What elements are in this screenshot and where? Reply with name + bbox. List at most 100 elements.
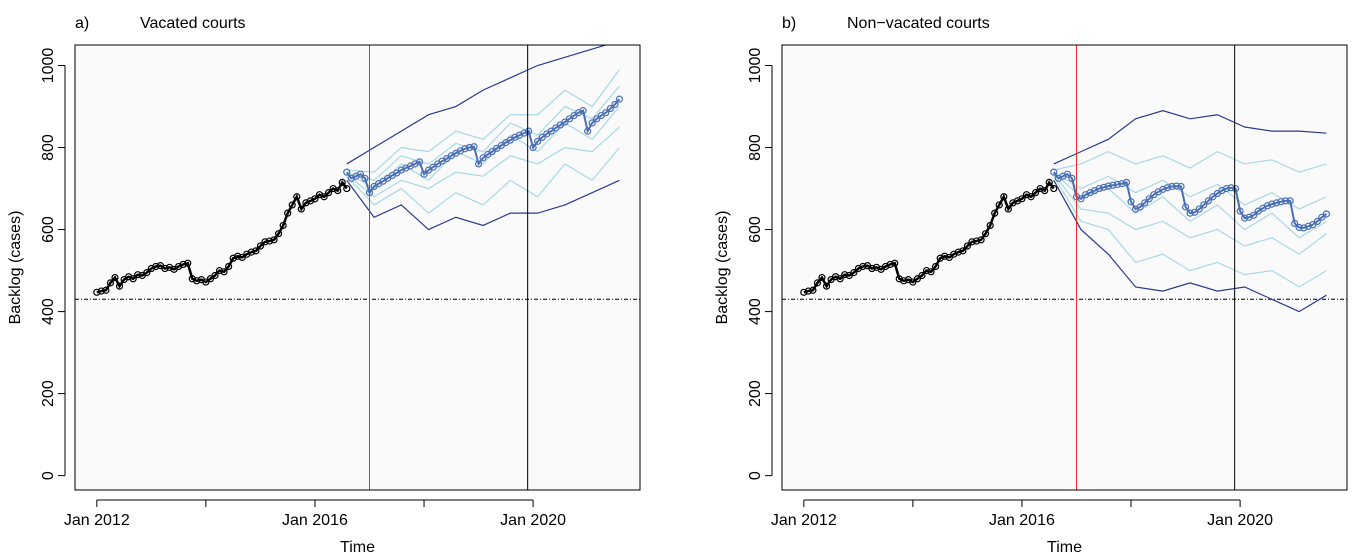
panel-label: a) xyxy=(75,15,89,32)
data-point xyxy=(809,286,817,294)
data-point xyxy=(1095,184,1103,193)
data-point xyxy=(252,247,260,255)
data-point xyxy=(859,262,867,271)
x-axis-label: Time xyxy=(340,539,375,555)
data-point xyxy=(256,242,265,250)
data-point xyxy=(465,143,474,152)
data-point xyxy=(1181,203,1190,211)
series-line xyxy=(346,147,620,214)
panel-label: b) xyxy=(782,15,796,32)
data-point xyxy=(900,277,908,285)
data-point xyxy=(211,271,219,280)
series-line xyxy=(1053,175,1327,288)
data-point xyxy=(311,195,319,203)
data-point xyxy=(420,170,428,178)
data-point xyxy=(813,279,822,287)
series-line xyxy=(1052,171,1328,229)
data-point xyxy=(324,189,333,197)
series-line xyxy=(1053,109,1327,165)
data-point xyxy=(922,266,931,275)
data-point xyxy=(1177,182,1185,191)
data-point xyxy=(1018,195,1026,203)
plot-layer xyxy=(75,45,640,300)
data-point xyxy=(868,264,876,273)
data-point xyxy=(1263,202,1271,210)
data-point xyxy=(429,163,437,171)
data-point xyxy=(547,127,555,135)
data-point xyxy=(850,269,858,277)
data-point xyxy=(981,230,990,238)
data-point xyxy=(343,184,351,193)
data-point xyxy=(927,268,935,276)
data-point xyxy=(361,174,369,182)
data-point xyxy=(565,115,574,123)
data-point xyxy=(215,266,224,275)
data-point xyxy=(293,193,301,201)
data-point xyxy=(615,95,624,103)
y-tick-label: 0 xyxy=(747,471,764,480)
y-tick-label: 400 xyxy=(40,298,57,325)
data-point xyxy=(606,104,614,113)
series-line xyxy=(96,180,348,294)
data-point xyxy=(1236,207,1244,215)
y-tick-label: 200 xyxy=(40,380,57,407)
series-line xyxy=(803,180,1055,294)
data-point xyxy=(891,259,899,267)
plot-layer xyxy=(782,109,1347,313)
series-line xyxy=(346,69,620,173)
data-point xyxy=(1250,211,1258,219)
data-point xyxy=(234,252,242,260)
data-point xyxy=(479,154,487,162)
y-tick-label: 0 xyxy=(40,471,57,480)
data-point xyxy=(972,237,981,245)
series-line xyxy=(346,179,620,231)
x-tick-label: Jan 2020 xyxy=(500,512,566,529)
data-point xyxy=(1163,184,1172,192)
data-point xyxy=(822,282,831,290)
data-point xyxy=(588,119,596,127)
x-tick-label: Jan 2012 xyxy=(771,512,837,529)
data-point xyxy=(804,287,812,295)
data-point xyxy=(152,262,160,271)
data-point xyxy=(593,115,601,123)
data-point xyxy=(1322,210,1331,218)
data-point xyxy=(1050,184,1058,193)
data-point xyxy=(288,201,296,209)
y-axis-label: Backlog (cases) xyxy=(714,211,731,325)
data-point xyxy=(1041,186,1049,195)
chart-title: Vacated courts xyxy=(140,15,246,32)
data-point xyxy=(102,286,110,294)
series-line xyxy=(346,45,608,165)
data-point xyxy=(954,248,962,256)
data-point xyxy=(334,186,342,195)
data-point xyxy=(1227,184,1235,192)
data-point xyxy=(1191,208,1199,216)
data-point xyxy=(488,148,496,156)
data-point xyxy=(184,259,192,267)
data-point xyxy=(320,193,328,201)
plot-frame xyxy=(74,44,641,491)
data-point xyxy=(932,262,940,271)
data-point xyxy=(1268,200,1276,208)
data-point xyxy=(1159,185,1167,193)
data-point xyxy=(918,271,926,280)
data-point xyxy=(93,288,101,296)
data-point xyxy=(1172,182,1181,190)
data-point xyxy=(111,273,119,282)
data-point xyxy=(1122,178,1131,186)
x-tick-label: Jan 2012 xyxy=(64,512,130,529)
data-point xyxy=(193,277,201,285)
x-tick-label: Jan 2016 xyxy=(989,512,1055,529)
data-point xyxy=(963,242,972,250)
data-point xyxy=(461,145,469,153)
data-point xyxy=(529,143,537,152)
chart-title: Non−vacated courts xyxy=(847,15,990,32)
data-point xyxy=(1318,213,1326,221)
data-point xyxy=(343,168,351,176)
data-point xyxy=(134,271,142,279)
data-point xyxy=(995,201,1003,209)
data-point xyxy=(274,230,283,238)
data-point xyxy=(1231,184,1240,193)
data-point xyxy=(524,127,533,135)
y-axis-label: Backlog (cases) xyxy=(7,211,24,325)
